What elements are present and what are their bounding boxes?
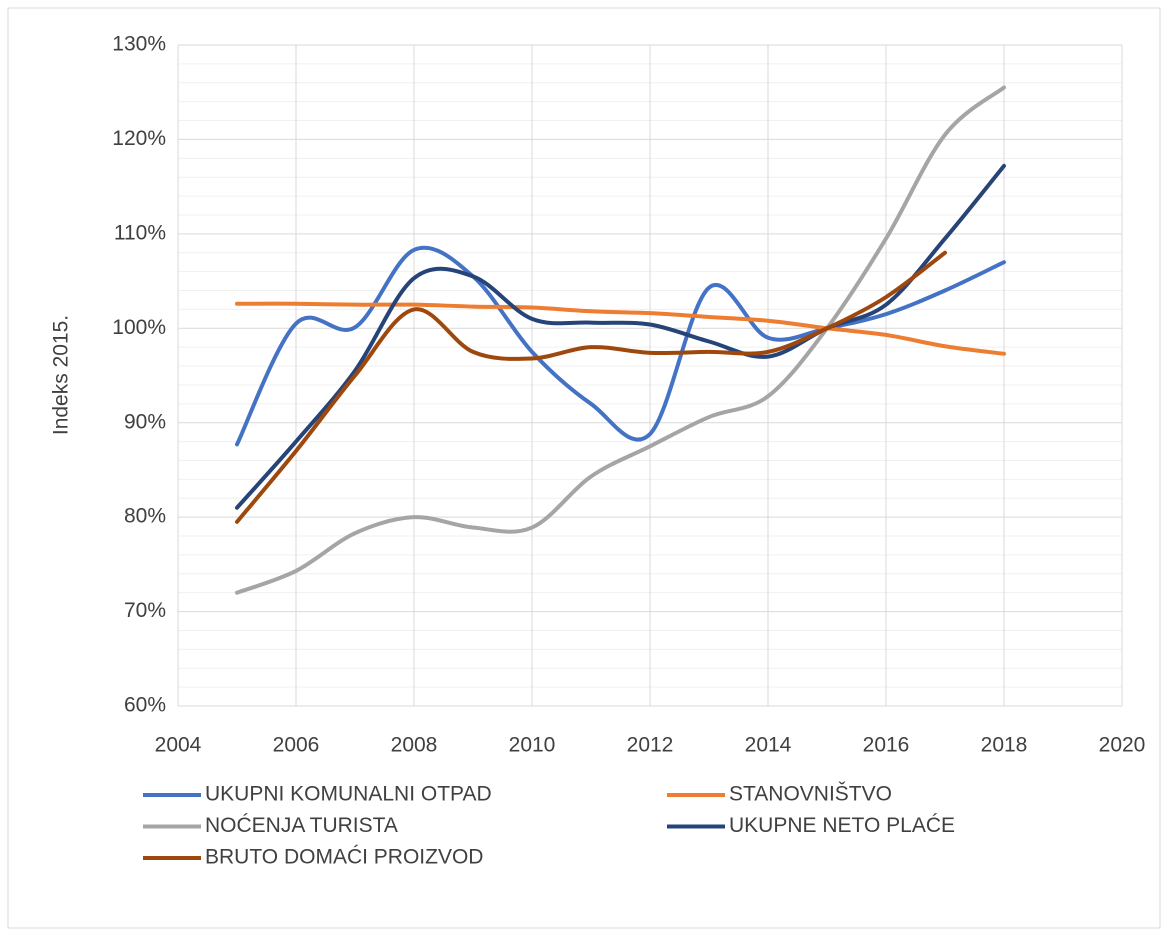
y-tick-label: 90% [124,410,166,433]
series-line [235,245,1006,447]
x-tick-label: 2012 [627,734,674,757]
x-tick-label: 2020 [1099,734,1146,757]
x-tick-label: 2014 [745,734,792,757]
y-tick-label: 80% [124,505,166,528]
y-tick-label: 130% [112,33,166,56]
x-tick-label: 2018 [981,734,1028,757]
legend-label: UKUPNI KOMUNALNI OTPAD [205,783,492,806]
y-axis-label: Indeks 2015. [50,315,73,435]
legend-label: NOĆENJA TURISTA [205,814,398,837]
x-tick-label: 2006 [273,734,320,757]
x-tick-label: 2008 [391,734,438,757]
y-tick-label: 120% [112,127,166,150]
y-tick-label: 60% [124,694,166,717]
x-tick-label: 2004 [155,734,202,757]
y-tick-label: 110% [114,221,166,244]
chart-frame [7,7,1161,929]
x-tick-label: 2010 [509,734,556,757]
series-line [235,301,1006,356]
y-tick-label: 100% [112,316,166,339]
series-line [235,163,1006,510]
legend-label: BRUTO DOMAĆI PROIZVOD [205,846,483,869]
series-line [235,85,1006,595]
legend-label: UKUPNE NETO PLAĆE [729,814,955,837]
y-tick-label: 70% [124,599,166,622]
legend-label: STANOVNIŠTVO [729,783,892,806]
x-tick-label: 2016 [863,734,910,757]
series-line [235,250,947,524]
